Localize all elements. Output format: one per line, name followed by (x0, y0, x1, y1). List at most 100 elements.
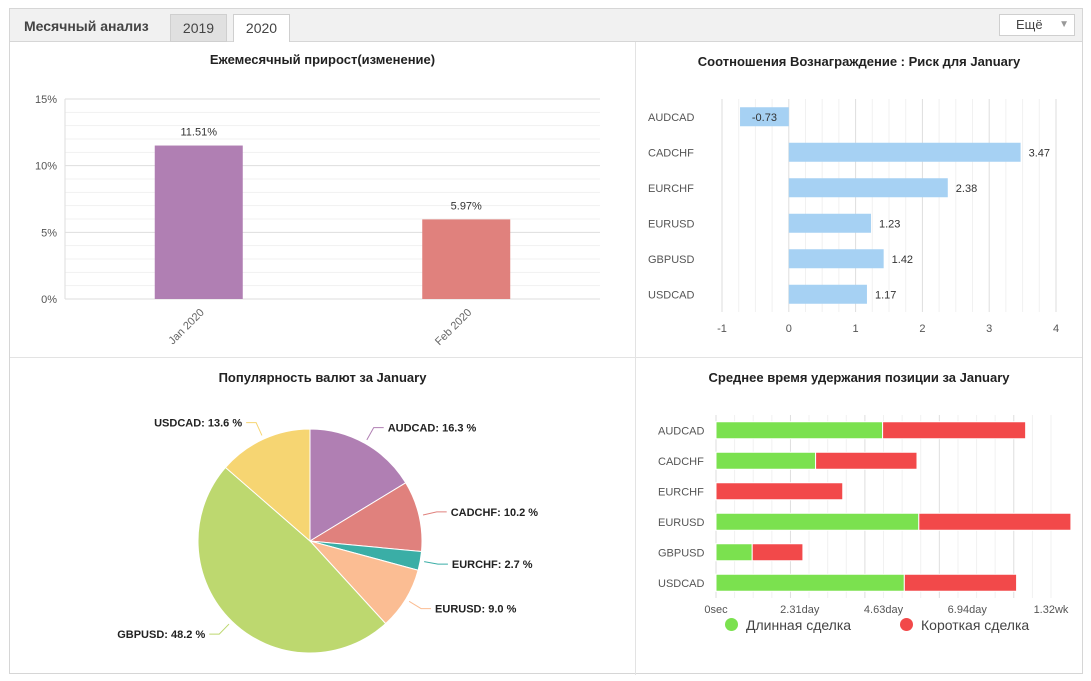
x-tick-label: 4.63day (864, 604, 904, 616)
more-dropdown[interactable]: Ещё ▼ (999, 14, 1075, 36)
widget-title: Месячный анализ (24, 18, 149, 34)
bar-data-label: 2.38 (956, 183, 977, 195)
y-tick-label: 0% (41, 294, 57, 306)
bar-gbpusd-short (751, 543, 804, 562)
pie-label-audcad: AUDCAD: 16.3 % (388, 423, 477, 435)
x-tick-label: Jan 2020 (166, 307, 206, 347)
x-tick-label: 0sec (704, 604, 728, 616)
bar-data-label: -0.73 (752, 112, 777, 124)
bar-audcad-long (715, 421, 884, 440)
pie-slice-usdcad (224, 428, 311, 543)
y-tick-label: CADCHF (658, 456, 704, 468)
x-tick-label: 2 (919, 323, 925, 335)
holding-time-title: Среднее время удержания позиции за Janua… (708, 370, 1010, 385)
bar-data-label: 1.17 (875, 289, 896, 301)
legend-label-short: Короткая сделка (921, 617, 1030, 633)
bar-eurchf-short (715, 482, 844, 501)
x-tick-label: 1 (853, 323, 859, 335)
monthly-growth-chart: 0% 5% 10% 15% 11.51% Jan 2020 5.97% Feb 2020 (35, 94, 600, 348)
tab-2019[interactable]: 2019 (170, 14, 227, 42)
x-tick-label: 0 (786, 323, 792, 335)
legend-item-long[interactable]: Длинная сделка (725, 617, 851, 633)
currency-popularity-title: Популярность валют за January (218, 370, 427, 385)
pie-label-connector (209, 623, 230, 635)
monthly-analysis-widget: Месячный анализ 2019 2020 Ещё ▼ Ежемесяч… (9, 8, 1083, 675)
bar-data-label: 3.47 (1029, 147, 1050, 159)
y-tick-label: 5% (41, 227, 57, 239)
pie-label-cadchf: CADCHF: 10.2 % (451, 507, 539, 519)
more-label: Ещё (1016, 17, 1043, 32)
bar-cadchf-long (715, 451, 817, 470)
pie-label-connector (422, 511, 447, 516)
pie-label-eurusd: EURUSD: 9.0 % (435, 604, 517, 616)
y-tick-label: CADCHF (648, 147, 694, 159)
x-tick-label: Feb 2020 (433, 307, 474, 348)
y-tick-label: EURCHF (648, 183, 694, 195)
y-tick-label: EURCHF (658, 486, 704, 498)
y-tick-label: 10% (35, 161, 57, 173)
bar-feb-2020 (422, 219, 511, 299)
pie-slice-gbpusd (197, 466, 387, 654)
reward-risk-panel: Соотношения Вознаграждение : Риск для Ja… (636, 42, 1082, 357)
bar-cadchf-short (815, 451, 918, 470)
legend-dot-long (725, 618, 738, 631)
y-tick-label: GBPUSD (648, 254, 695, 266)
bar-data-label: 1.23 (879, 218, 900, 230)
bar-eurusd-long (715, 512, 920, 531)
currency-popularity-panel: Популярность валют за January AUDCAD: 16… (10, 358, 635, 673)
x-tick-label: 4 (1053, 323, 1059, 335)
bar-data-label: 1.42 (892, 254, 913, 266)
panel-divider-vertical (635, 42, 636, 675)
y-tick-label: USDCAD (648, 289, 695, 301)
bar-data-label: 11.51% (181, 127, 218, 139)
bar-audcad-short (882, 421, 1027, 440)
legend-dot-short (900, 618, 913, 631)
x-tick-label: 1.32wk (1034, 604, 1069, 616)
y-tick-label: 15% (35, 94, 57, 106)
panel-divider-horizontal (10, 357, 1082, 358)
y-tick-label: USDCAD (658, 578, 705, 590)
tab-bar: Месячный анализ 2019 2020 Ещё ▼ (10, 9, 1082, 43)
bar-jan-2020 (154, 145, 243, 299)
y-tick-label: AUDCAD (648, 112, 695, 124)
pie-label-gbpusd: GBPUSD: 48.2 % (117, 629, 205, 641)
bar-eurusd-short (918, 512, 1072, 531)
bar-eurchf (788, 178, 948, 198)
pie-label-usdcad: USDCAD: 13.6 % (154, 418, 242, 430)
y-tick-label: GBPUSD (658, 547, 705, 559)
pie-slice-cadchf (308, 482, 423, 553)
pie-label-connector (366, 427, 384, 441)
bar-usdcad-long (715, 573, 905, 592)
pie-label-eurchf: EURCHF: 2.7 % (452, 559, 533, 571)
x-tick-label: 3 (986, 323, 992, 335)
pie-label-connector (246, 422, 263, 436)
bar-gbpusd (788, 249, 884, 269)
legend-item-short[interactable]: Короткая сделка (900, 617, 1029, 633)
y-tick-label: EURUSD (658, 517, 705, 529)
y-tick-label: EURUSD (648, 218, 695, 230)
y-tick-label: AUDCAD (658, 425, 705, 437)
reward-risk-chart: -1 0 1 2 3 4 AUDCAD -0.73 CADCHF 3.47 EURCHF 2.38 EU… (648, 99, 1059, 335)
chevron-down-icon: ▼ (1059, 19, 1069, 30)
pie-label-connector (408, 600, 432, 610)
tab-2020[interactable]: 2020 (233, 14, 290, 43)
holding-time-panel: Среднее время удержания позиции за Janua… (636, 358, 1082, 673)
x-tick-label: 6.94day (948, 604, 988, 616)
monthly-growth-panel: Ежемесячный прирост(изменение) 0% 5% 10% 15… (10, 42, 635, 357)
bar-cadchf (788, 142, 1021, 162)
bar-data-label: 5.97% (451, 200, 482, 212)
pie-label-connector (424, 561, 448, 565)
holding-time-chart: 0sec 2.31day 4.63day 6.94day 1.32wk AUDCAD CAD… (658, 415, 1072, 616)
reward-risk-title: Соотношения Вознаграждение : Риск для Ja… (697, 54, 1021, 69)
bar-eurusd (788, 213, 871, 233)
pie-slice-audcad (309, 428, 407, 542)
bar-usdcad (788, 284, 867, 304)
bar-audcad (740, 107, 789, 127)
bar-usdcad-short (903, 573, 1018, 592)
legend-label-long: Длинная сделка (746, 617, 852, 633)
x-tick-label: -1 (717, 323, 727, 335)
x-tick-label: 2.31day (780, 604, 820, 616)
currency-popularity-chart: AUDCAD: 16.3 % CADCHF: 10.2 % EURCHF: 2.7 … (117, 418, 539, 654)
bar-gbpusd-long (715, 543, 753, 562)
monthly-growth-title: Ежемесячный прирост(изменение) (209, 52, 436, 67)
